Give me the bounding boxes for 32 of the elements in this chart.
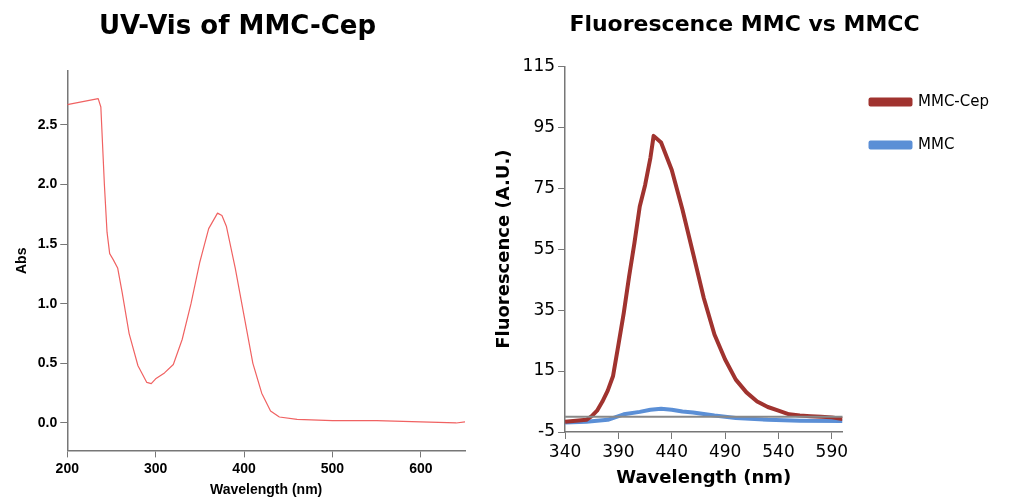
- x-tick-label: 600: [409, 459, 433, 476]
- y-tick-label: 115: [522, 54, 556, 75]
- chart-title: Fluorescence MMC vs MMCC: [569, 10, 920, 36]
- x-tick-label: 490: [708, 440, 742, 461]
- y-axis-title: Abs: [13, 247, 30, 275]
- y-tick-label: 1.5: [37, 234, 58, 251]
- x-tick-label: 300: [143, 459, 168, 476]
- y-tick-label: -5: [538, 420, 556, 441]
- legend-label: MMC: [918, 134, 955, 153]
- x-tick-label: 540: [762, 440, 795, 461]
- x-tick-label: 400: [232, 459, 256, 476]
- legend-label: MMC-Cep: [918, 91, 990, 110]
- y-tick-label: 0.5: [37, 354, 58, 371]
- chart-title: UV-Vis of MMC-Cep: [98, 10, 377, 41]
- x-tick-label: 440: [655, 440, 688, 461]
- x-tick-label: 500: [320, 459, 345, 476]
- y-tick-label: 0.0: [37, 413, 58, 430]
- y-tick-label: 2.0: [37, 175, 58, 192]
- y-axis-title: Fluorescence (A.U.): [492, 149, 514, 349]
- x-tick-label: 200: [55, 459, 80, 476]
- x-tick-label: 340: [548, 440, 582, 461]
- x-axis-title: Wavelength (nm): [210, 481, 323, 498]
- y-tick-label: 35: [533, 298, 556, 319]
- y-tick-label: 15: [533, 359, 556, 380]
- x-tick-label: 390: [602, 440, 635, 461]
- x-tick-label: 590: [815, 440, 849, 461]
- y-tick-label: 75: [533, 176, 556, 197]
- y-tick-label: 1.0: [37, 294, 58, 311]
- y-tick-label: 2.5: [37, 115, 58, 132]
- y-tick-label: 95: [533, 115, 556, 136]
- y-tick-label: 55: [533, 237, 556, 258]
- x-axis-title: Wavelength (nm): [616, 465, 792, 487]
